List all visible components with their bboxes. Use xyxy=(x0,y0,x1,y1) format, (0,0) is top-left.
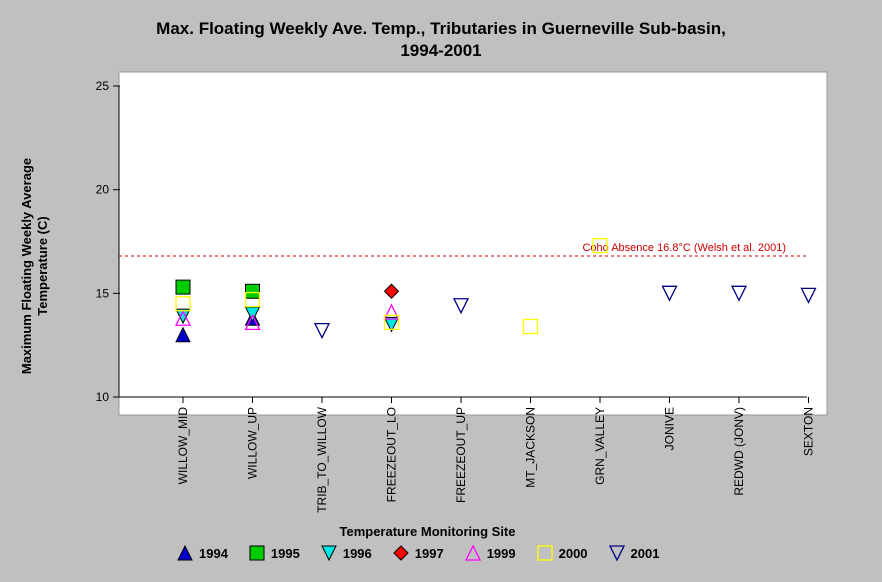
data-point-1996 xyxy=(383,316,400,333)
legend-marker-icon xyxy=(249,545,265,561)
legend-marker-shape xyxy=(608,545,625,562)
legend-item-1999: 1999 xyxy=(464,544,516,562)
x-tick-label: FREEZEOUT_LO xyxy=(385,407,399,502)
y-axis-label: Maximum Floating Weekly Average Temperat… xyxy=(19,158,51,374)
x-tick-label: WILLOW_MID xyxy=(176,407,190,485)
y-tick-label: 20 xyxy=(96,183,110,197)
legend-label: 1994 xyxy=(199,545,228,561)
chart-title: Max. Floating Weekly Ave. Temp., Tributa… xyxy=(0,18,882,62)
legend-marker-icon xyxy=(321,545,337,562)
x-tick-label: SEXTON xyxy=(802,407,816,456)
legend-marker-shape xyxy=(177,544,193,561)
data-point-2000 xyxy=(592,237,608,254)
y-tick-label: 10 xyxy=(96,390,110,404)
legend-marker-icon xyxy=(177,544,193,561)
y-axis-label-line2: Temperature (C) xyxy=(35,216,50,316)
chart-title-line2: 1994-2001 xyxy=(400,41,482,60)
plot-background xyxy=(118,71,828,416)
x-tick-label: GRN_VALLEY xyxy=(593,407,607,485)
legend-item-1994: 1994 xyxy=(176,544,228,562)
x-tick-label: WILLOW_UP xyxy=(246,407,260,479)
data-point-1996 xyxy=(175,308,191,325)
x-tick-label: JONIVE xyxy=(663,407,677,450)
legend: 1994 1995 1996 1997 1999 2000 2001 xyxy=(176,543,679,563)
legend-label: 1999 xyxy=(486,545,516,561)
legend-label: 2000 xyxy=(558,545,588,561)
legend-item-2000: 2000 xyxy=(536,544,588,562)
data-point-1995 xyxy=(175,279,191,295)
legend-label: 1995 xyxy=(270,545,300,561)
data-point-2000 xyxy=(383,314,400,331)
data-point-1995 xyxy=(245,283,260,299)
data-point-2000 xyxy=(522,318,539,335)
x-tick-label: MT_JACKSON xyxy=(524,407,538,488)
data-points-layer xyxy=(174,237,817,343)
legend-marker-shape xyxy=(393,545,409,561)
legend-label: 1997 xyxy=(414,545,444,561)
data-point-2001 xyxy=(730,285,748,302)
legend-marker-shape xyxy=(464,544,481,561)
reference-line-layer: Coho Absence 16.8°C (Welsh et al. 2001) xyxy=(119,242,807,257)
legend-item-2001: 2001 xyxy=(608,544,660,562)
data-point-1999 xyxy=(174,309,192,326)
y-axis-label-line1: Maximum Floating Weekly Average xyxy=(19,157,34,375)
legend-marker-icon xyxy=(608,545,625,562)
data-point-1994 xyxy=(175,326,191,343)
data-point-2000 xyxy=(175,296,191,312)
legend-marker-icon xyxy=(536,545,553,561)
x-tick-label: TRIB_TO_WILLOW xyxy=(315,406,329,512)
data-point-2001 xyxy=(452,298,470,315)
x-tick-label: REDWD (JONV) xyxy=(732,407,746,496)
chart-title-line1: Max. Floating Weekly Ave. Temp., Tributa… xyxy=(156,19,726,38)
legend-marker-shape xyxy=(321,545,337,562)
data-point-1997 xyxy=(383,283,400,299)
legend-item-1995: 1995 xyxy=(248,544,300,562)
data-point-2001 xyxy=(800,287,817,304)
data-point-2001 xyxy=(661,285,678,302)
data-point-1999 xyxy=(244,313,261,331)
data-point-2001 xyxy=(313,323,331,340)
legend-marker-icon xyxy=(464,544,481,561)
axes-layer: 10 15 20 25 WILLOW_MID WILLOW_UP TRIB_TO_WILLO… xyxy=(96,79,816,513)
legend-label: 1996 xyxy=(342,545,372,561)
legend-marker-shape xyxy=(249,545,265,561)
reference-line-label: Coho Absence 16.8°C (Welsh et al. 2001) xyxy=(582,242,786,254)
data-point-1999 xyxy=(383,303,400,320)
y-tick-label: 15 xyxy=(96,286,110,300)
y-tick-label: 25 xyxy=(96,79,110,93)
legend-label: 2001 xyxy=(630,545,660,561)
data-point-2000 xyxy=(244,291,261,308)
legend-item-1997: 1997 xyxy=(392,544,444,562)
legend-marker-icon xyxy=(393,545,409,561)
x-tick-label: FREEZEOUT_UP xyxy=(454,407,468,503)
x-axis-label: Temperature Monitoring Site xyxy=(339,524,516,539)
legend-item-1996: 1996 xyxy=(320,544,372,562)
legend-marker-shape xyxy=(536,545,553,561)
